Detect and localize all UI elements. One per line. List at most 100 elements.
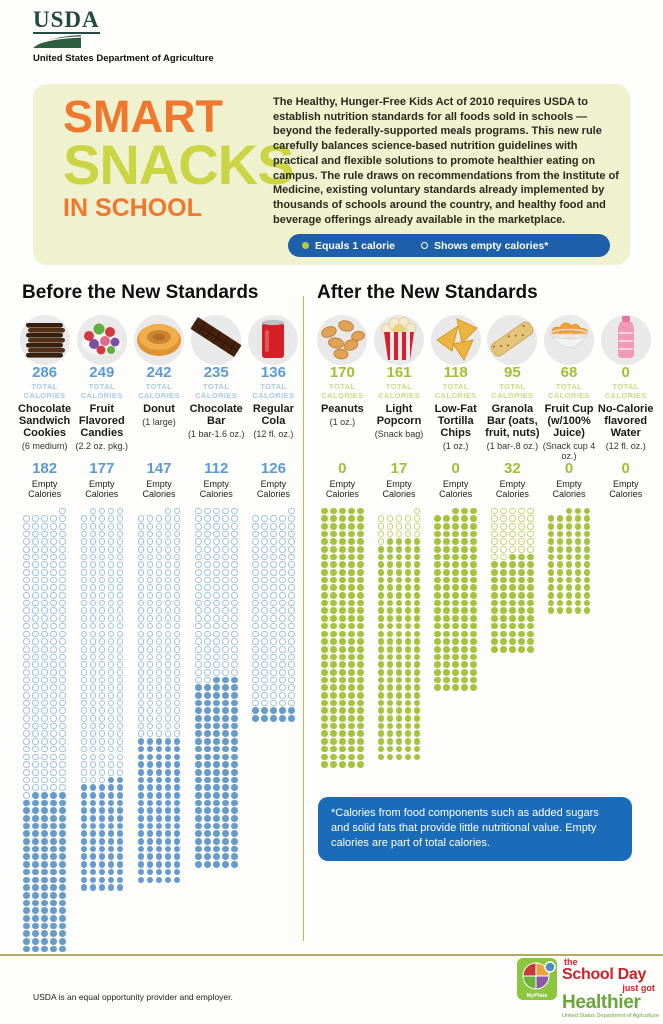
calorie-dot bbox=[146, 761, 154, 768]
empty-calorie-dot bbox=[491, 538, 498, 545]
calorie-dot bbox=[461, 561, 468, 568]
calorie-dot bbox=[203, 799, 211, 807]
calorie-dot bbox=[339, 545, 346, 553]
empty-calorie-dot bbox=[116, 653, 124, 661]
empty-calorie-dot bbox=[32, 699, 39, 707]
empty-calorie-dot bbox=[98, 522, 106, 530]
calorie-dot bbox=[194, 807, 202, 814]
calorie-dot bbox=[377, 653, 385, 661]
calorie-dot bbox=[230, 830, 238, 838]
calorie-dot bbox=[461, 645, 468, 653]
empty-calorie-dot bbox=[146, 715, 154, 722]
calorie-dot bbox=[107, 845, 115, 853]
empty-calorie-dot bbox=[59, 745, 66, 753]
calorie-dot bbox=[348, 699, 355, 707]
empty-calorie-dot bbox=[89, 661, 97, 668]
empty-calorie-dot bbox=[89, 630, 97, 638]
calorie-dot bbox=[565, 569, 573, 576]
total-calories-value: 249 bbox=[89, 364, 115, 381]
empty-calorie-dot bbox=[500, 515, 507, 522]
calorie-dot bbox=[321, 630, 328, 638]
empty-calorie-dot bbox=[509, 515, 516, 522]
calorie-dot bbox=[203, 845, 211, 853]
empty-calorie-dot bbox=[270, 538, 277, 545]
snack-name-block: Granola Bar (oats, fruit, nuts) (1 bar-.8… bbox=[484, 403, 541, 461]
empty-calorie-dot bbox=[89, 569, 97, 576]
calorie-dot bbox=[173, 753, 181, 761]
calorie-dot bbox=[556, 561, 564, 568]
calorie-dot bbox=[59, 907, 66, 914]
calorie-dot bbox=[395, 599, 403, 607]
empty-calorie-dot bbox=[89, 638, 97, 645]
empty-calorie-dot bbox=[80, 661, 88, 668]
empty-calorie-dot bbox=[41, 561, 48, 568]
empty-calorie-dot bbox=[279, 692, 286, 699]
empty-calorie-dot bbox=[32, 722, 39, 730]
calorie-dot bbox=[470, 584, 477, 592]
calorie-dot bbox=[203, 830, 211, 838]
calorie-dot bbox=[395, 730, 403, 738]
empty-calorie-dot bbox=[59, 630, 66, 638]
empty-calorie-dot bbox=[270, 553, 277, 561]
calorie-dot bbox=[461, 545, 468, 553]
calorie-dot bbox=[221, 692, 229, 699]
empty-calorie-dot bbox=[288, 645, 295, 653]
calorie-dot bbox=[377, 592, 385, 599]
calorie-dot bbox=[386, 553, 394, 561]
empty-calorie-dot bbox=[261, 530, 268, 538]
calorie-dot bbox=[339, 576, 346, 584]
empty-calorie-dot bbox=[80, 569, 88, 576]
calorie-dot bbox=[41, 876, 48, 884]
empty-calorie-dot bbox=[203, 553, 211, 561]
calorie-dot bbox=[404, 707, 412, 715]
calorie-dot bbox=[348, 738, 355, 745]
calorie-dot bbox=[116, 830, 124, 838]
empty-calorie-dot bbox=[59, 753, 66, 761]
empty-calorie-dot bbox=[164, 684, 172, 691]
empty-calorie-dot bbox=[270, 530, 277, 538]
myplate-icon: MyPlate bbox=[517, 958, 557, 1000]
empty-calorie-dot bbox=[288, 515, 295, 522]
calorie-dot bbox=[386, 584, 394, 592]
calorie-dot bbox=[348, 692, 355, 699]
empty-calorie-dot bbox=[59, 638, 66, 645]
calorie-dot bbox=[221, 707, 229, 715]
empty-calorie-dot bbox=[173, 676, 181, 684]
calorie-dot bbox=[41, 822, 48, 830]
empty-calorie-dot bbox=[270, 569, 277, 576]
calorie-dot bbox=[357, 522, 364, 530]
calorie-dot bbox=[443, 530, 450, 538]
total-calories-label: TOTAL CALORIES bbox=[321, 382, 364, 400]
calorie-dot bbox=[443, 668, 450, 676]
empty-calorie-dot bbox=[279, 576, 286, 584]
calorie-dot bbox=[339, 530, 346, 538]
calorie-dot bbox=[330, 561, 337, 568]
calorie-dot bbox=[221, 761, 229, 768]
empty-calorie-dot bbox=[230, 561, 238, 568]
calorie-dot bbox=[203, 776, 211, 784]
empty-calorie-dot bbox=[279, 599, 286, 607]
calorie-dot bbox=[339, 507, 346, 515]
empty-calorie-dot bbox=[59, 507, 66, 515]
calorie-dot bbox=[491, 569, 498, 576]
calorie-dot bbox=[377, 699, 385, 707]
empty-calorie-dot bbox=[270, 653, 277, 661]
empty-calorie-dot bbox=[59, 730, 66, 738]
snack-size: (1 large) bbox=[142, 417, 176, 427]
empty-calorie-dot bbox=[203, 630, 211, 638]
calorie-dot bbox=[348, 730, 355, 738]
calorie-dot bbox=[452, 561, 459, 568]
calorie-dot bbox=[470, 553, 477, 561]
empty-calorie-dot bbox=[146, 584, 154, 592]
empty-calorie-dot bbox=[41, 753, 48, 761]
calorie-dot bbox=[434, 668, 441, 676]
calorie-dot bbox=[357, 630, 364, 638]
calorie-dot bbox=[547, 515, 555, 522]
empty-calorie-dot bbox=[32, 668, 39, 676]
calorie-dot bbox=[23, 914, 30, 922]
calorie-dot bbox=[491, 599, 498, 607]
calorie-dot bbox=[348, 607, 355, 615]
empty-calorie-dot bbox=[116, 530, 124, 538]
calorie-dot bbox=[221, 776, 229, 784]
empty-calorie-dot bbox=[89, 761, 97, 768]
